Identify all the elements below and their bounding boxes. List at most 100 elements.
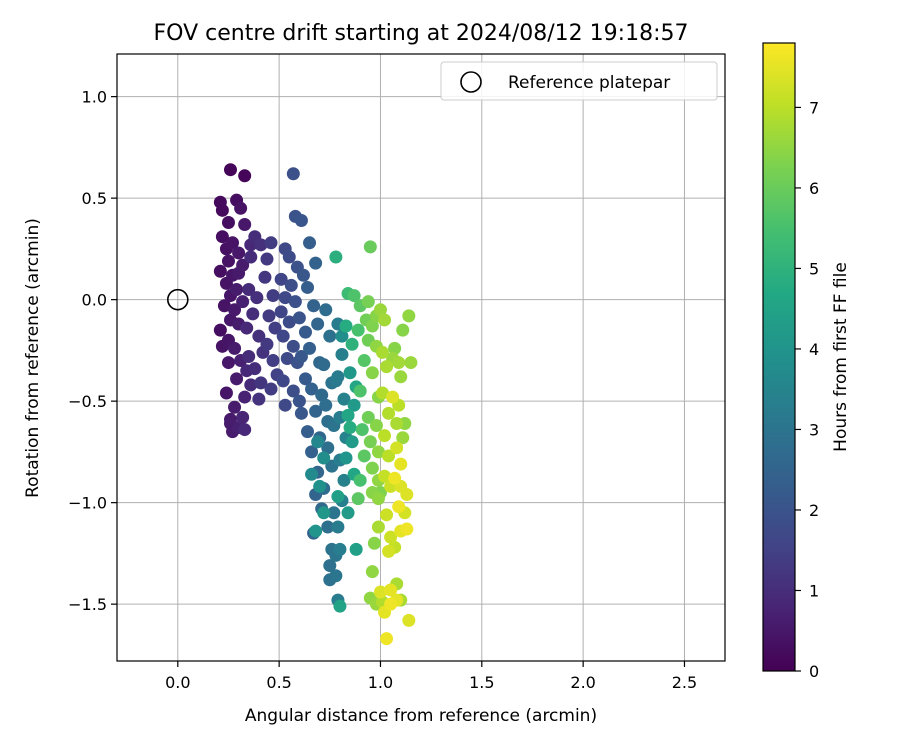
scatter-point	[319, 398, 333, 412]
scatter-point	[329, 250, 343, 264]
scatter-point	[373, 303, 387, 317]
scatter-point	[244, 250, 258, 264]
scatter-point	[392, 356, 406, 370]
scatter-point	[404, 356, 418, 370]
scatter-point	[378, 429, 392, 443]
scatter-point	[341, 408, 355, 422]
scatter-point	[282, 315, 296, 329]
x-tick-label: 1.0	[368, 673, 393, 692]
scatter-point	[294, 349, 308, 363]
scatter-point	[305, 382, 319, 396]
y-tick-label: 0.0	[82, 291, 107, 310]
scatter-point	[315, 388, 329, 402]
scatter-point	[327, 506, 341, 520]
colorbar-tick-label: 0	[809, 662, 819, 681]
scatter-point	[274, 272, 288, 286]
scatter-point	[333, 599, 347, 613]
scatter-point	[301, 280, 315, 294]
scatter-point	[294, 406, 308, 420]
scatter-point	[321, 441, 335, 455]
x-tick-label: 2.0	[570, 673, 595, 692]
scatter-point	[311, 317, 325, 331]
scatter-point	[278, 398, 292, 412]
scatter-point	[303, 236, 317, 250]
scatter-point	[298, 325, 312, 339]
scatter-point	[266, 354, 280, 368]
scatter-point	[331, 520, 345, 534]
scatter-point	[329, 569, 343, 583]
scatter-point	[317, 506, 331, 520]
scatter-point	[305, 445, 319, 459]
scatter-point	[373, 585, 387, 599]
scatter-point	[301, 425, 315, 439]
scatter-point	[309, 524, 323, 538]
scatter-point	[282, 250, 296, 264]
scatter-point	[244, 378, 258, 392]
scatter-point	[321, 520, 335, 534]
scatter-point	[260, 337, 274, 351]
scatter-point	[221, 356, 235, 370]
colorbar-tick-label: 3	[809, 420, 819, 439]
scatter-point	[217, 299, 231, 313]
scatter-point	[254, 238, 268, 252]
scatter-point	[323, 559, 337, 573]
scatter-point	[226, 236, 240, 250]
scatter-point	[228, 341, 242, 355]
scatter-point	[337, 473, 351, 487]
x-axis-ticks: 0.0 0.5 1.0 1.5 2.0 2.5	[165, 661, 697, 692]
scatter-point	[339, 319, 353, 333]
scatter-point	[343, 366, 357, 380]
y-tick-label: −1.5	[68, 595, 107, 614]
scatter-point	[375, 345, 389, 359]
scatter-point	[274, 305, 288, 319]
colorbar-tick-label: 5	[809, 259, 819, 278]
scatter-point	[238, 423, 252, 437]
scatter-point	[246, 307, 260, 321]
scatter-point	[230, 372, 244, 386]
scatter-point	[335, 347, 349, 361]
scatter-point	[353, 384, 367, 398]
y-tick-label: 0.5	[82, 189, 107, 208]
scatter-point	[252, 392, 266, 406]
scatter-point	[357, 449, 371, 463]
scatter-point	[213, 264, 227, 278]
scatter-point	[292, 311, 306, 325]
scatter-point	[349, 542, 363, 556]
scatter-point	[236, 258, 250, 272]
scatter-point	[353, 473, 367, 487]
y-tick-label: −1.0	[68, 494, 107, 513]
scatter-point	[351, 323, 365, 337]
scatter-point	[242, 282, 256, 296]
x-tick-label: 0.0	[165, 673, 190, 692]
scatter-point	[367, 536, 381, 550]
scatter-point	[288, 295, 302, 309]
scatter-point	[363, 435, 377, 449]
scatter-point	[343, 421, 357, 435]
scatter-point	[388, 471, 402, 485]
scatter-point	[371, 492, 385, 506]
scatter-point	[384, 583, 398, 597]
scatter-point	[238, 169, 252, 183]
scatter-point	[219, 386, 233, 400]
scatter-point	[228, 400, 242, 414]
scatter-point	[347, 289, 361, 303]
scatter-point	[357, 354, 371, 368]
scatter-point	[238, 218, 252, 232]
x-tick-label: 2.5	[672, 673, 697, 692]
scatter-points	[213, 163, 418, 646]
scatter-point	[345, 435, 359, 449]
scatter-point	[286, 167, 300, 181]
scatter-point	[228, 303, 242, 317]
scatter-point	[294, 213, 308, 227]
scatter-point	[215, 230, 229, 244]
scatter-point	[309, 404, 323, 418]
y-tick-label: 1.0	[82, 88, 107, 107]
y-axis-ticks: 1.0 0.5 0.0 −0.5 −1.0 −1.5	[68, 88, 117, 614]
scatter-point	[240, 321, 254, 335]
scatter-point	[382, 449, 396, 463]
scatter-point	[313, 479, 327, 493]
scatter-point	[396, 431, 410, 445]
scatter-point	[221, 254, 235, 268]
